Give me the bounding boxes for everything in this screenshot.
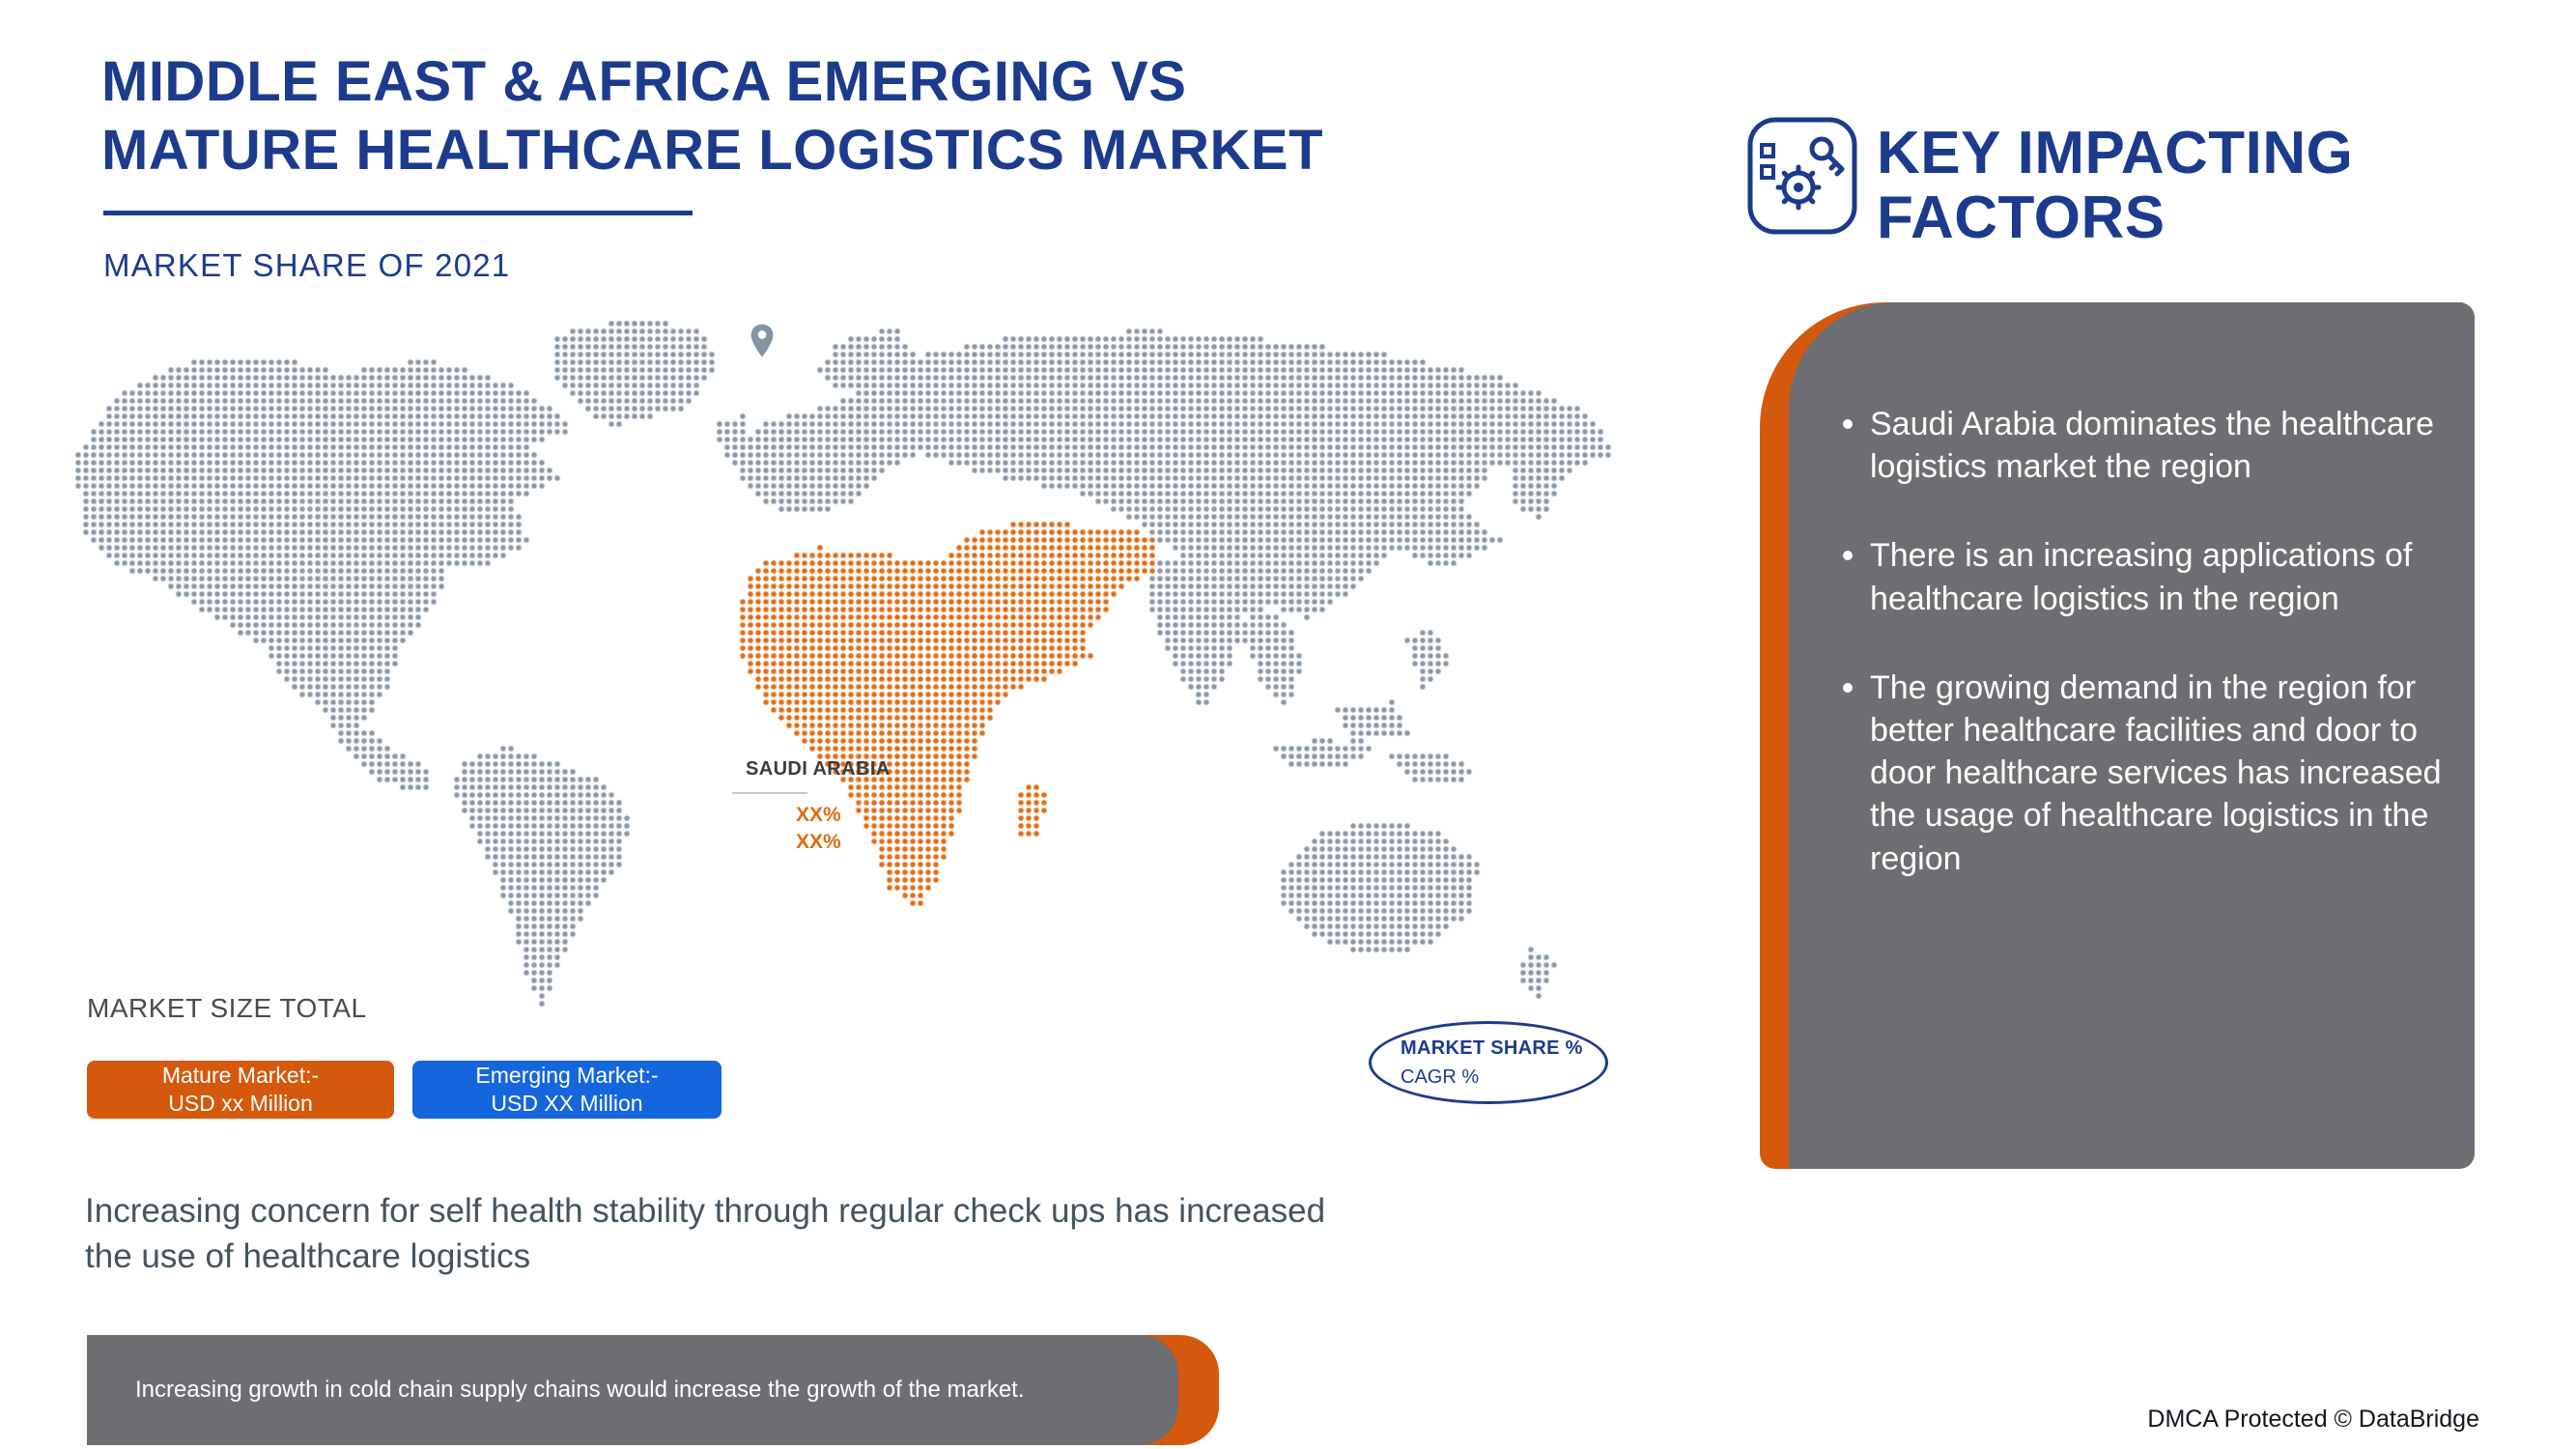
callout-rule: [732, 792, 807, 794]
key-factor-item: There is an increasing applications of h…: [1843, 534, 2446, 619]
title-underline: [103, 211, 693, 215]
page-title: MIDDLE EAST & AFRICA EMERGING VS MATURE …: [101, 48, 1323, 185]
key-factors-panel-accent: Saudi Arabia dominates the healthcare lo…: [1760, 302, 2475, 1169]
key-factors-title-line1: KEY IMPACTING: [1877, 120, 2354, 186]
mature-market-legend: Mature Market:- USD xx Million: [87, 1061, 394, 1119]
bottom-banner: Increasing growth in cold chain supply c…: [87, 1335, 1219, 1445]
country-label: SAUDI ARABIA: [746, 758, 891, 780]
market-share-badge-line2: CAGR %: [1401, 1065, 1480, 1088]
world-map: [67, 320, 1635, 1035]
key-gear-icon: [1744, 108, 1860, 248]
key-factors-list: Saudi Arabia dominates the healthcare lo…: [1843, 403, 2446, 880]
insight-note: Increasing concern for self health stabi…: [85, 1192, 1326, 1275]
bullet-icon: [1843, 419, 1853, 429]
page-title-line1: MIDDLE EAST & AFRICA EMERGING VS: [101, 50, 1187, 113]
world-dot-map-canvas: [67, 320, 1635, 1035]
saudi-arabia-callout: SAUDI ARABIA XX% XX%: [732, 758, 891, 857]
market-size-section-label: MARKET SIZE TOTAL: [87, 993, 367, 1023]
emerging-market-value: USD XX Million: [491, 1091, 643, 1116]
bullet-icon: [1843, 682, 1853, 693]
market-share-badge: MARKET SHARE % CAGR %: [1369, 1021, 1608, 1104]
bottom-banner-text: Increasing growth in cold chain supply c…: [135, 1377, 1025, 1403]
bullet-icon: [1843, 551, 1853, 561]
key-factors-title: KEY IMPACTING FACTORS: [1877, 120, 2354, 251]
key-factor-text: There is an increasing applications of h…: [1870, 537, 2413, 617]
page-title-line2: MATURE HEALTHCARE LOGISTICS MARKET: [101, 118, 1324, 182]
mature-market-value: USD xx Million: [168, 1091, 313, 1116]
mature-market-label: Mature Market:-: [161, 1063, 320, 1089]
subtitle: MARKET SHARE OF 2021: [103, 247, 511, 283]
key-factor-text: The growing demand in the region for bet…: [1870, 668, 2442, 877]
key-factors-title-line2: FACTORS: [1877, 184, 2166, 251]
key-factors-panel: Saudi Arabia dominates the healthcare lo…: [1789, 302, 2475, 1169]
map-pin-icon: [750, 323, 775, 364]
cagr-placeholder: XX%: [796, 831, 841, 854]
key-factor-text: Saudi Arabia dominates the healthcare lo…: [1870, 406, 2435, 486]
bottom-banner-body: Increasing growth in cold chain supply c…: [87, 1335, 1178, 1445]
country-values: XX% XX%: [796, 802, 891, 857]
market-share-badge-line1: MARKET SHARE %: [1401, 1037, 1583, 1059]
emerging-market-legend: Emerging Market:- USD XX Million: [412, 1061, 722, 1119]
emerging-market-label: Emerging Market:-: [475, 1063, 659, 1089]
dmca-notice: DMCA Protected © DataBridge: [2147, 1406, 2479, 1433]
key-factor-item: The growing demand in the region for bet…: [1843, 667, 2446, 880]
market-share-placeholder: XX%: [796, 804, 841, 826]
key-factor-item: Saudi Arabia dominates the healthcare lo…: [1843, 403, 2446, 488]
